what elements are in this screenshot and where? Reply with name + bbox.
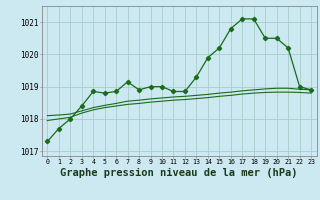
X-axis label: Graphe pression niveau de la mer (hPa): Graphe pression niveau de la mer (hPa) (60, 168, 298, 178)
